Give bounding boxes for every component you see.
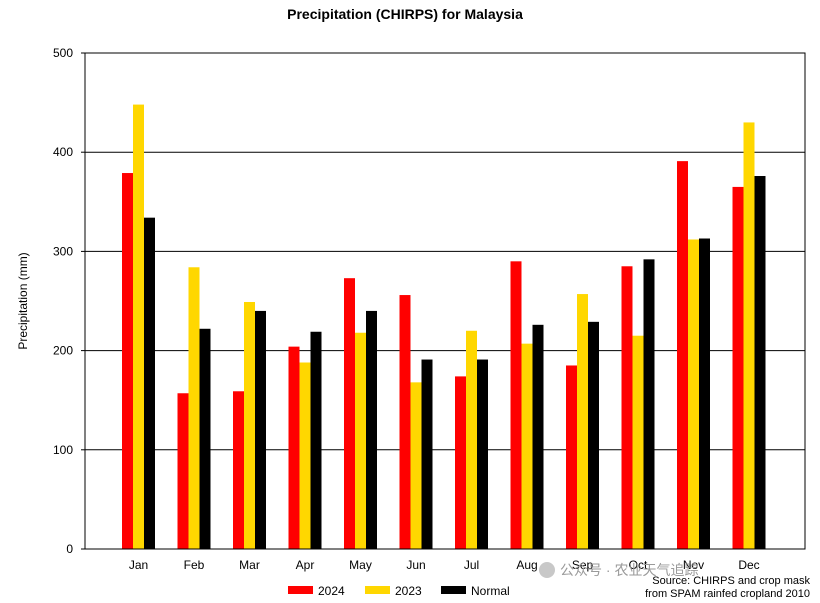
bar-2023-apr: [299, 362, 311, 549]
x-tick-label: Dec: [738, 558, 759, 572]
x-tick-label: Jun: [406, 558, 425, 572]
bar-2023-jul: [466, 330, 477, 549]
x-tick-label: Sep: [572, 558, 594, 572]
bar-2023-jan: [133, 104, 144, 550]
bar-2024-apr: [288, 346, 300, 549]
bar-2023-may: [355, 332, 366, 549]
x-tick-label: Jan: [129, 558, 148, 572]
legend-label-2024: 2024: [318, 584, 345, 598]
bar-2023-mar: [244, 301, 255, 549]
bar-normal-apr: [310, 331, 322, 549]
y-tick-label: 500: [53, 46, 73, 60]
watermark-text: 公众号 · 农业天气追踪: [560, 562, 698, 578]
bar-2024-dec: [732, 186, 744, 550]
x-tick-label: May: [349, 558, 372, 572]
legend-swatch-normal: [441, 586, 466, 594]
legend-swatch-2023: [365, 586, 390, 594]
watermark: 公众号 · 农业天气追踪: [539, 562, 698, 578]
source-line-1: Source: CHIRPS and crop mask: [652, 575, 810, 587]
bar-2023-jun: [410, 382, 422, 549]
y-tick-label: 300: [53, 244, 73, 258]
bars: [122, 104, 766, 550]
x-tick-label: Nov: [683, 558, 704, 572]
x-tick-label: Aug: [516, 558, 537, 572]
x-tick-label: Mar: [239, 558, 260, 572]
legend-swatch-2024: [288, 586, 313, 594]
bar-normal-oct: [643, 259, 655, 549]
y-tick-label: 400: [53, 145, 73, 159]
bar-2024-jul: [455, 376, 466, 549]
bar-normal-jan: [144, 217, 155, 549]
bar-normal-jul: [477, 359, 488, 549]
bar-2023-nov: [688, 239, 699, 549]
x-tick-label: Oct: [629, 558, 648, 572]
bar-2024-may: [344, 278, 355, 549]
bar-2024-sep: [566, 365, 577, 549]
source-line-2: from SPAM rainfed cropland 2010: [645, 588, 810, 600]
bar-2023-oct: [632, 335, 644, 549]
bar-2023-sep: [577, 294, 588, 549]
bar-normal-sep: [588, 321, 599, 549]
bar-normal-nov: [699, 238, 710, 549]
bar-2024-mar: [233, 391, 244, 549]
bar-2023-feb: [188, 267, 200, 549]
chart-title: Precipitation (CHIRPS) for Malaysia: [287, 6, 523, 22]
bar-2024-feb: [177, 393, 189, 549]
x-tick-label: Jul: [464, 558, 479, 572]
bar-normal-may: [366, 310, 377, 549]
y-axis: 0 100 200 300 400 500: [53, 46, 85, 556]
y-tick-label: 100: [53, 443, 73, 457]
bar-2024-jan: [122, 173, 133, 550]
legend: 2024 2023 Normal: [288, 584, 510, 598]
legend-label-normal: Normal: [471, 584, 510, 598]
bar-normal-dec: [754, 176, 766, 549]
bar-normal-jun: [421, 359, 433, 549]
bar-2024-aug: [510, 261, 522, 549]
plot-frame: [84, 52, 806, 550]
y-tick-label: 0: [66, 542, 73, 556]
bar-2024-jun: [399, 295, 411, 549]
bar-2024-oct: [621, 266, 633, 549]
bar-normal-feb: [199, 328, 211, 549]
x-axis: Jan Feb Mar Apr May Jun Jul Aug Sep Oct Nov Dec: [129, 558, 760, 572]
bar-normal-aug: [532, 324, 544, 549]
x-tick-label: Feb: [184, 558, 205, 572]
y-axis-label: Precipitation (mm): [16, 252, 30, 349]
wechat-icon: [539, 562, 555, 578]
y-tick-label: 200: [53, 344, 73, 358]
legend-label-2023: 2023: [395, 584, 422, 598]
bar-2024-nov: [677, 161, 688, 550]
bar-normal-mar: [255, 310, 266, 549]
bar-2023-aug: [521, 343, 533, 549]
bar-2023-dec: [743, 122, 755, 549]
x-tick-label: Apr: [296, 558, 315, 572]
